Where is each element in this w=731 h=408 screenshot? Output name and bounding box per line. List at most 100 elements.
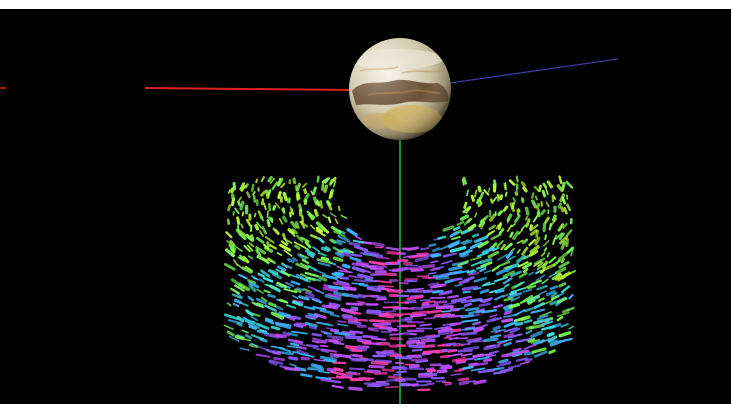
vector-particle [355, 236, 363, 241]
vector-particle [259, 230, 264, 237]
vector-particle [284, 239, 289, 245]
vector-particle [247, 295, 255, 302]
vector-particle [252, 191, 256, 196]
vector-particle [511, 201, 516, 210]
scene-canvas[interactable] [0, 9, 731, 404]
vector-particle [503, 310, 512, 316]
vector-particle [315, 376, 332, 381]
vector-particle [498, 228, 505, 235]
vector-particle [557, 223, 565, 232]
vector-particle [565, 238, 569, 247]
vector-particle [316, 258, 333, 265]
vector-particle [315, 221, 323, 228]
vector-particle [488, 224, 496, 231]
vector-particle [252, 194, 257, 203]
vector-particle [294, 221, 300, 229]
vector-particle [542, 182, 548, 189]
vector-particle [508, 302, 520, 309]
vector-particle [452, 344, 465, 347]
vector-particle [505, 265, 515, 273]
vector-particle [271, 181, 279, 190]
vector-particle [317, 261, 331, 267]
vector-particle [375, 359, 393, 364]
vector-particle [408, 344, 424, 349]
vector-particle [496, 240, 504, 248]
3d-viewport[interactable] [0, 9, 731, 404]
vector-particle [549, 340, 562, 347]
vector-particle [288, 356, 299, 361]
vector-particle [457, 349, 473, 353]
vector-particle [491, 265, 500, 272]
vector-particle [483, 281, 491, 286]
vector-particle [241, 266, 253, 274]
vector-particle [296, 349, 310, 356]
vector-particle [433, 283, 444, 289]
vector-particle [538, 290, 548, 296]
vector-particle [227, 189, 231, 194]
vector-particle [287, 228, 295, 235]
vector-particle [552, 237, 556, 246]
vector-particle [476, 251, 489, 258]
vector-particle [323, 184, 329, 194]
vector-particle [426, 382, 435, 386]
planet-globe-icon[interactable] [347, 38, 451, 140]
vector-particle [517, 261, 529, 268]
vector-particle [441, 342, 457, 346]
vector-particle [546, 252, 550, 258]
vector-particle [300, 356, 310, 361]
vector-particle [450, 297, 467, 303]
vector-particle [319, 355, 338, 362]
vector-particle [439, 354, 451, 359]
vector-particle [503, 297, 514, 302]
vector-particle [270, 345, 285, 350]
vector-particle [233, 259, 239, 266]
vector-particle [341, 286, 357, 291]
vector-particle [352, 239, 364, 244]
vector-particle [562, 222, 568, 229]
vector-particle [450, 328, 462, 333]
vector-particle [313, 209, 319, 217]
vector-particle [247, 322, 260, 329]
vector-particle [484, 353, 493, 356]
vector-particle [366, 309, 382, 314]
vector-particle [296, 234, 304, 243]
vector-particle [483, 344, 501, 351]
vector-particle [478, 302, 492, 307]
vector-particle [468, 309, 485, 315]
vector-particle [541, 189, 547, 198]
vector-particle [349, 367, 366, 371]
vector-particle [348, 386, 363, 391]
vector-particle [378, 314, 395, 319]
vector-particle [247, 244, 254, 252]
vector-particle [278, 311, 291, 318]
vector-particle [542, 222, 547, 233]
vector-particle [330, 370, 346, 376]
vector-particle [323, 331, 333, 336]
vector-particle [471, 241, 483, 249]
vector-particle [292, 177, 297, 185]
vector-particle [248, 242, 255, 248]
vector-particle [471, 298, 483, 303]
vector-particle [308, 325, 318, 330]
vector-particle [429, 267, 441, 272]
vector-particle [298, 295, 310, 301]
vector-particle [445, 332, 463, 338]
vector-particle [344, 335, 363, 340]
vector-particle [226, 218, 231, 226]
vector-particle [256, 288, 264, 294]
vector-particle [255, 246, 267, 255]
vector-particle [234, 335, 245, 340]
vector-particle [511, 222, 516, 228]
vector-particle [282, 215, 288, 223]
vector-particle [437, 235, 447, 240]
vector-particle [352, 353, 364, 358]
vector-particle [259, 329, 268, 333]
vector-particle [225, 248, 236, 258]
vector-particle [244, 183, 249, 189]
vector-particle [235, 228, 242, 236]
vector-particle [239, 200, 245, 211]
vector-particle [356, 300, 366, 304]
vector-particle [239, 347, 250, 352]
vector-particle [253, 212, 257, 218]
vector-particle [366, 369, 381, 373]
